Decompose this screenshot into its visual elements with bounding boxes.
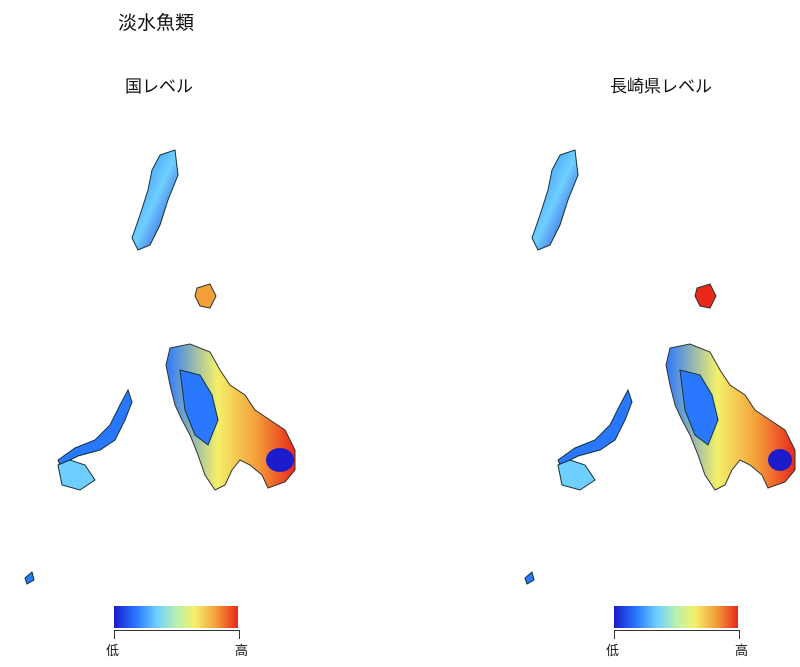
legend-colorbar <box>114 606 238 628</box>
legend-colorbar <box>614 606 738 628</box>
legend-high-label: 高 <box>734 644 748 659</box>
figure-title: 淡水魚類 <box>118 12 195 34</box>
legend-low-label: 低 <box>606 644 620 659</box>
panel-title-nagasaki: 長崎県レベル <box>610 77 712 97</box>
legend-high-label: 高 <box>234 644 248 659</box>
map-nagasaki <box>524 149 796 585</box>
legend-national: 低 高 <box>106 604 248 662</box>
legend-low-label: 低 <box>106 644 120 659</box>
legend-axis <box>114 630 240 639</box>
legend-axis <box>614 630 740 639</box>
panel-title-national: 国レベル <box>125 77 193 97</box>
map-national <box>24 149 296 585</box>
legend-nagasaki: 低 高 <box>606 604 748 662</box>
